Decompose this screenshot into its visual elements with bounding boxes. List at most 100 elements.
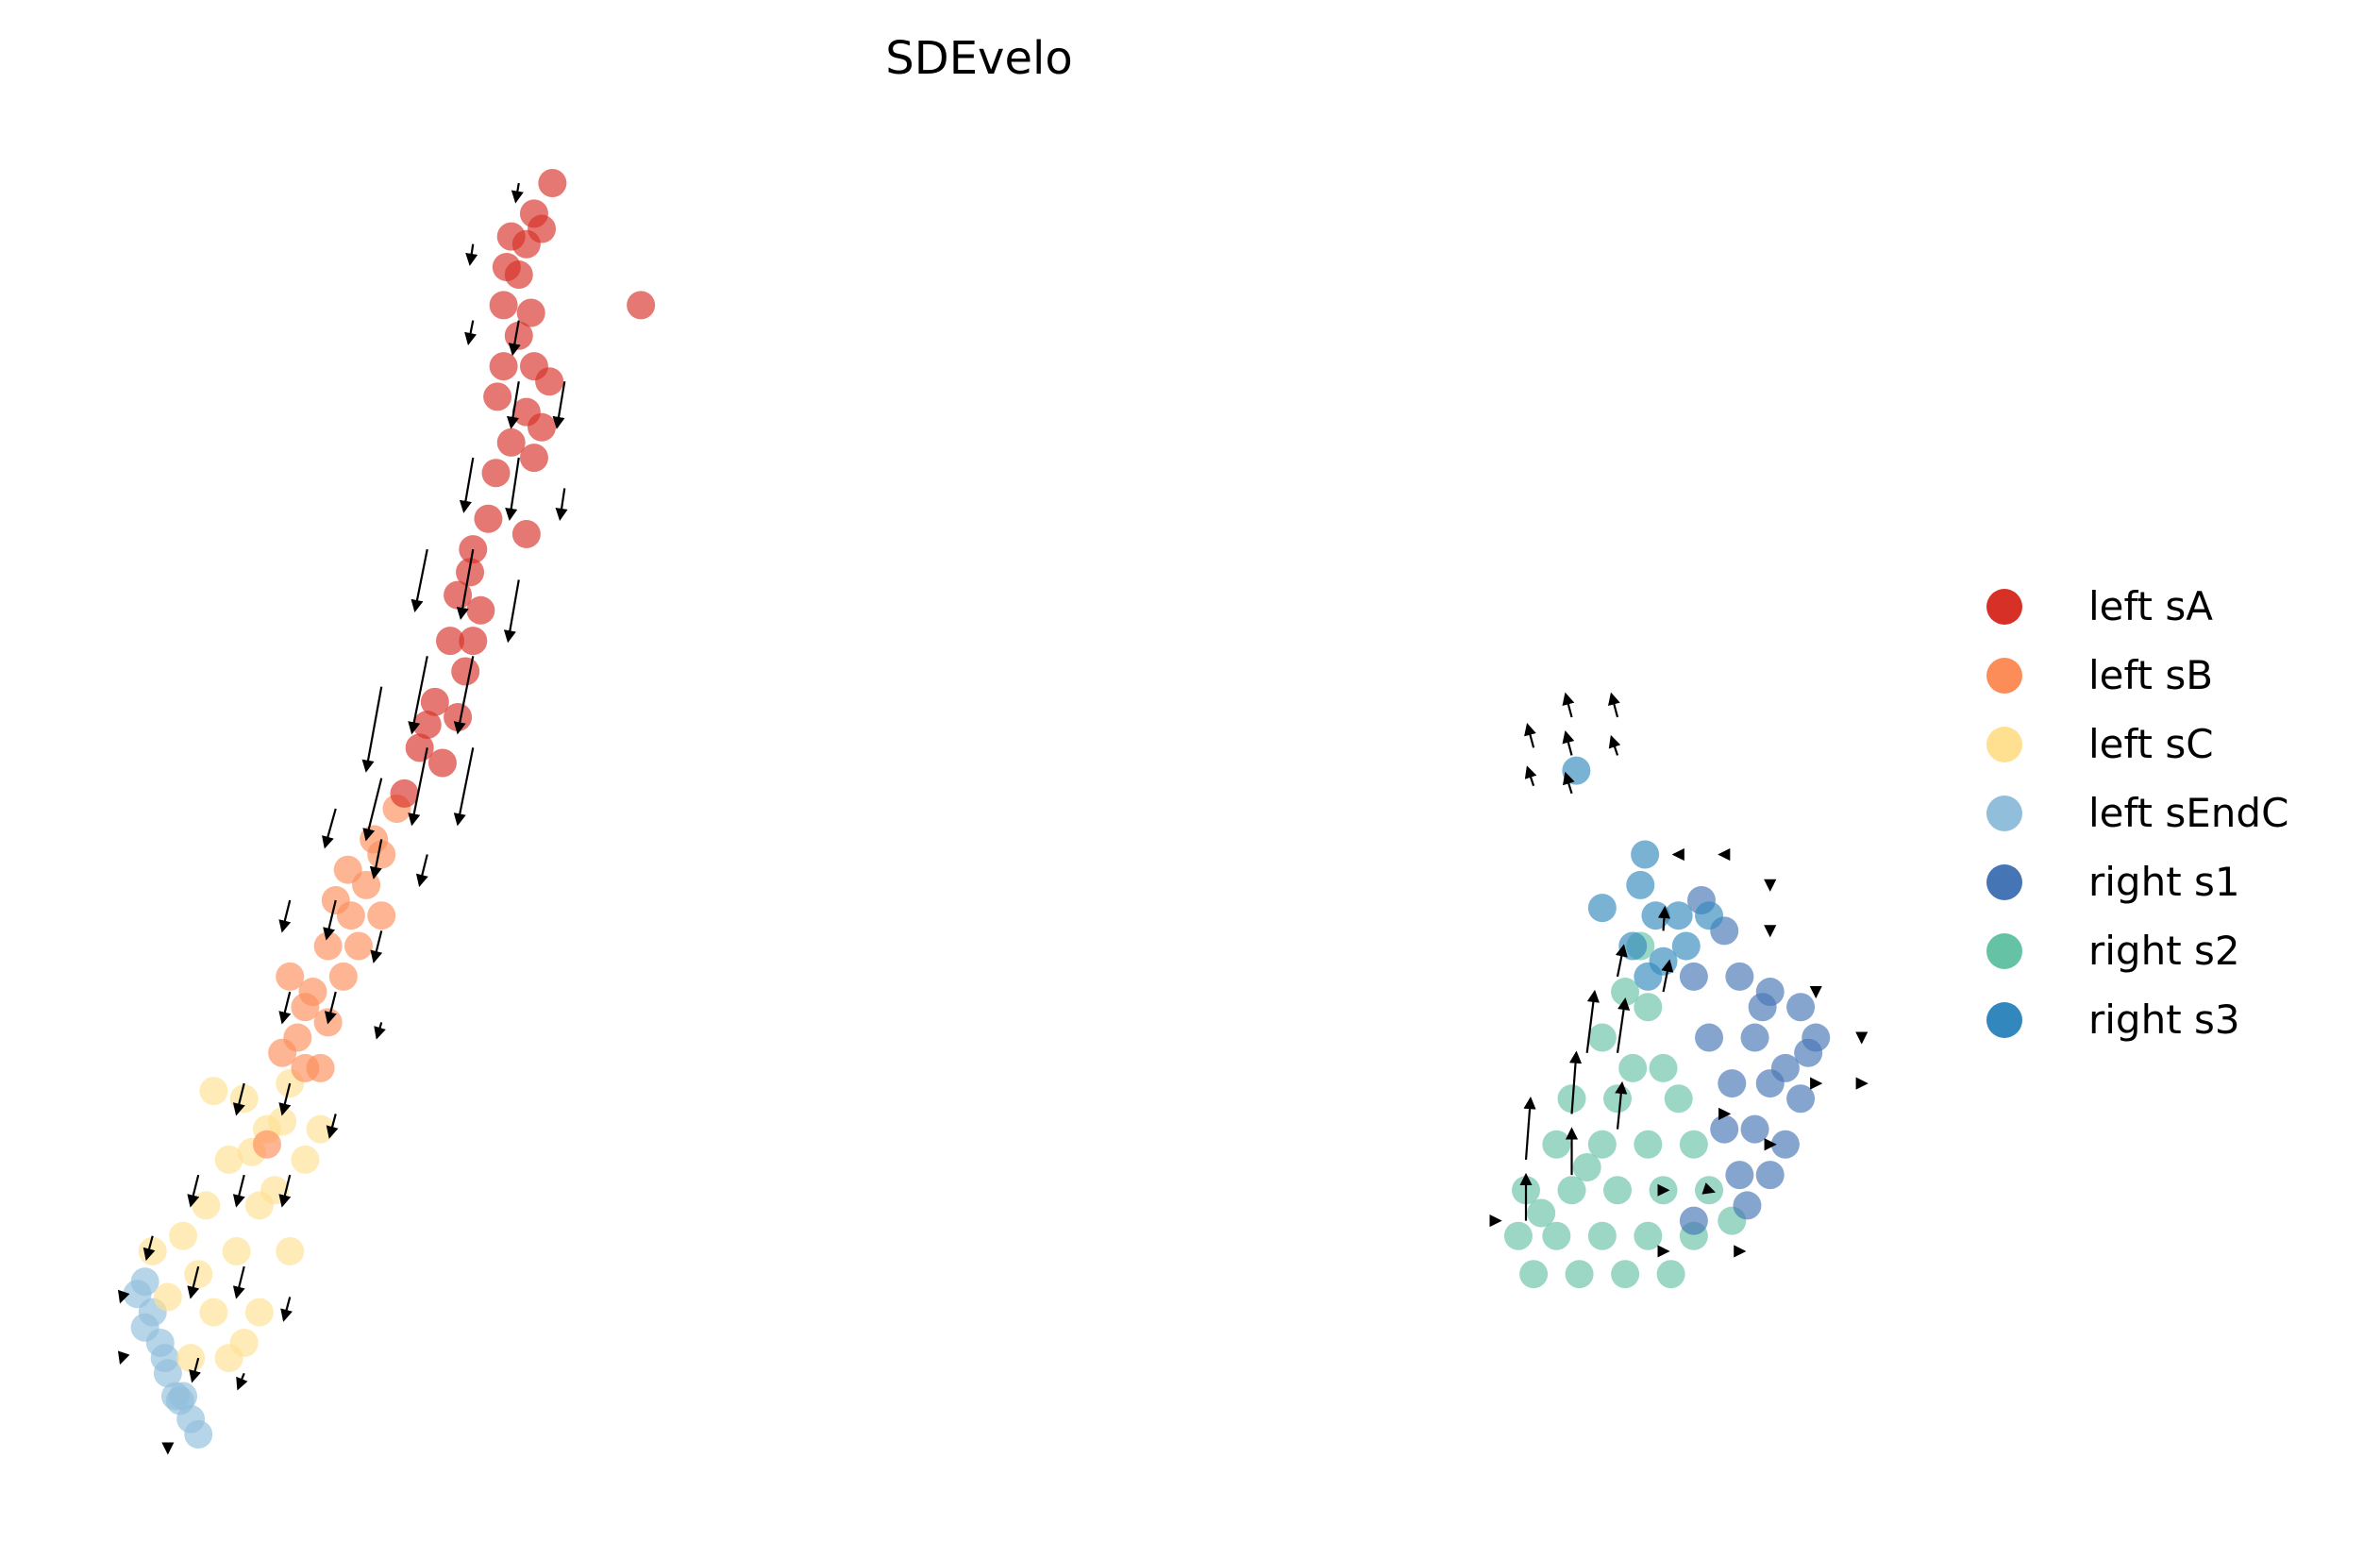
data-point	[528, 412, 557, 442]
data-point	[192, 1191, 221, 1220]
data-point	[427, 748, 457, 778]
velocity-arrow	[189, 1357, 201, 1383]
velocity-arrow	[117, 1289, 130, 1304]
velocity-arrow	[453, 656, 475, 735]
velocity-arrow	[408, 656, 428, 735]
velocity-arrow	[464, 320, 478, 345]
data-point	[199, 1077, 228, 1106]
data-point	[123, 1280, 152, 1309]
data-point	[1542, 1130, 1571, 1159]
legend-item: right s2	[1986, 916, 2288, 985]
data-point	[1725, 962, 1754, 991]
data-point	[436, 627, 465, 656]
data-point	[276, 962, 305, 991]
data-point	[1802, 1023, 1831, 1052]
velocity-arrow	[505, 457, 520, 521]
legend: left sA left sB left sC left sEndC right…	[1986, 572, 2288, 1054]
data-point	[1679, 1130, 1708, 1159]
velocity-arrow	[1701, 1182, 1716, 1195]
data-point	[153, 1282, 182, 1312]
velocity-arrow	[278, 991, 292, 1025]
data-point	[1695, 1023, 1724, 1052]
data-point	[1740, 1114, 1769, 1144]
data-point	[229, 1084, 259, 1114]
legend-label: right s2	[2088, 928, 2240, 974]
data-point	[1740, 1023, 1769, 1052]
data-point	[420, 687, 449, 716]
data-point	[1664, 1084, 1693, 1114]
data-point	[390, 779, 419, 808]
data-point	[291, 1053, 320, 1082]
legend-label: right s1	[2088, 859, 2240, 905]
velocity-arrow	[322, 808, 337, 849]
velocity-arrow	[1616, 997, 1631, 1053]
data-point	[1748, 993, 1777, 1022]
data-point	[1664, 901, 1693, 930]
data-point	[496, 427, 526, 457]
data-point	[489, 352, 518, 381]
data-point	[1557, 1084, 1586, 1114]
velocity-arrow	[506, 381, 520, 429]
velocity-arrow	[117, 1350, 130, 1365]
velocity-arrow	[1524, 722, 1536, 748]
data-point	[214, 1145, 243, 1174]
data-point	[360, 825, 389, 854]
data-point	[1519, 1260, 1549, 1289]
data-point	[1631, 840, 1660, 869]
velocity-arrow	[1661, 959, 1674, 993]
data-point	[1656, 1260, 1685, 1289]
velocity-arrow	[324, 991, 337, 1025]
velocity-arrow	[369, 839, 383, 879]
data-point	[1503, 1221, 1533, 1250]
velocity-arrow	[552, 381, 566, 429]
data-point	[1770, 1053, 1800, 1082]
data-point	[176, 1344, 206, 1373]
data-point	[1572, 1153, 1601, 1182]
data-point	[444, 580, 473, 610]
legend-marker	[1986, 863, 2022, 900]
data-point	[252, 1130, 281, 1159]
velocity-arrow	[232, 1082, 245, 1116]
legend-marker	[1986, 588, 2022, 625]
velocity-arrow	[1562, 771, 1575, 795]
data-point	[1587, 894, 1617, 923]
data-point	[1634, 962, 1663, 991]
legend-item: left sC	[1986, 710, 2288, 779]
data-point	[1786, 1084, 1816, 1114]
velocity-arrow	[1615, 1080, 1628, 1130]
data-point	[1725, 1161, 1754, 1190]
data-point	[268, 1038, 297, 1067]
legend-item: right s1	[1986, 847, 2288, 916]
velocity-arrow	[1608, 692, 1620, 718]
points-layer	[123, 169, 1831, 1449]
velocity-arrow	[142, 1235, 156, 1262]
data-point	[627, 291, 656, 320]
velocity-arrow	[1615, 944, 1628, 978]
velocity-arrow	[361, 686, 383, 773]
data-point	[276, 1236, 305, 1265]
data-point	[1733, 1191, 1762, 1220]
data-point	[538, 169, 567, 198]
data-point	[1649, 1053, 1678, 1082]
data-point	[367, 901, 396, 930]
data-point	[483, 382, 512, 411]
legend-item: left sB	[1986, 641, 2288, 710]
legend-marker	[1986, 1001, 2022, 1038]
data-point	[1671, 931, 1701, 961]
data-point	[328, 962, 358, 991]
velocity-arrow	[1608, 734, 1621, 756]
data-point	[291, 1145, 320, 1174]
legend-item: left sA	[1986, 572, 2288, 641]
data-point	[184, 1260, 213, 1289]
data-point	[1695, 901, 1724, 930]
data-point	[1557, 1176, 1586, 1205]
velocity-arrow	[236, 1372, 248, 1391]
data-point	[1562, 756, 1591, 785]
data-point	[1634, 993, 1663, 1022]
data-point	[229, 1328, 259, 1357]
legend-item: left sEndC	[1986, 779, 2288, 847]
legend-label: left sA	[2088, 583, 2213, 629]
velocity-arrow	[278, 1174, 292, 1208]
data-point	[1626, 870, 1655, 899]
